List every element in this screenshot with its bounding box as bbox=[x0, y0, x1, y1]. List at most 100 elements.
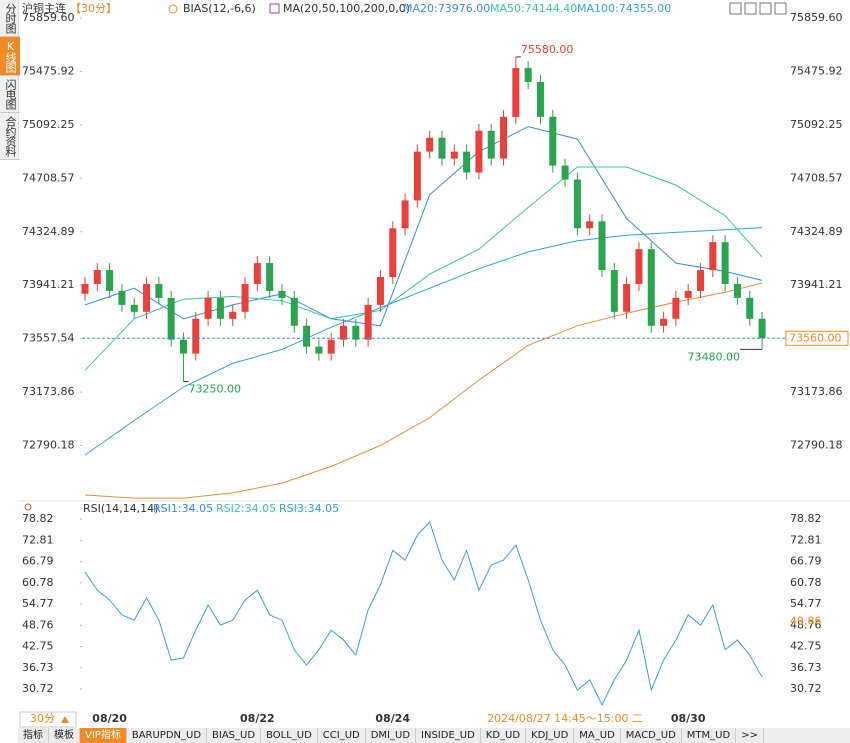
candle-body bbox=[216, 297, 224, 319]
candle-body bbox=[192, 318, 200, 354]
candle-body bbox=[746, 297, 754, 319]
indicator-tab[interactable]: DMI_UD bbox=[366, 728, 417, 743]
candle-body bbox=[389, 228, 397, 278]
candle-body bbox=[315, 346, 323, 354]
x-axis-band bbox=[18, 710, 850, 728]
ma-line bbox=[84, 282, 763, 499]
candle-body bbox=[106, 270, 114, 291]
candle-body bbox=[463, 151, 471, 173]
x-tick-label: 08/22 bbox=[240, 712, 275, 725]
candle-body bbox=[352, 325, 360, 340]
indicator-tab[interactable]: 指标 bbox=[18, 728, 49, 743]
period-selector[interactable] bbox=[19, 711, 77, 728]
candle-body bbox=[697, 270, 704, 291]
ma-line bbox=[84, 126, 763, 327]
candle-body bbox=[413, 151, 421, 201]
candle-body bbox=[81, 283, 89, 294]
y-tick-label: 60.78 bbox=[790, 576, 822, 589]
candle-body bbox=[241, 283, 249, 312]
x-tick-label: 08/20 bbox=[92, 712, 127, 725]
annotation-label: 73250.00 bbox=[188, 382, 241, 395]
candle-body bbox=[303, 325, 311, 347]
indicator: MA(20,50,100,200,0,0) bbox=[283, 2, 410, 15]
legend-entry: MA20:73976.00 bbox=[403, 2, 490, 15]
sidebar: 分时图 K线图 闪电图 合约资料 bbox=[0, 0, 20, 160]
side-tab[interactable]: 分时图 bbox=[0, 0, 20, 37]
y-tick-label: 75859.60 bbox=[790, 11, 843, 24]
y-tick-label: 75092.25 bbox=[790, 118, 843, 131]
ma-icon[interactable] bbox=[269, 3, 280, 14]
y-tick-label: 66.79 bbox=[22, 555, 54, 568]
candle-body bbox=[426, 137, 434, 152]
indicator-tab[interactable]: CCI_UD bbox=[318, 728, 366, 743]
candle-body bbox=[143, 283, 151, 312]
candle-body bbox=[500, 116, 508, 159]
indicator-tab[interactable]: MTM_UD bbox=[682, 728, 737, 743]
tool-button[interactable] bbox=[774, 2, 787, 15]
candle-body bbox=[610, 270, 618, 312]
y-tick-label: 74708.57 bbox=[790, 171, 843, 184]
candle-body bbox=[660, 318, 668, 326]
y-tick-label: 30.72 bbox=[790, 682, 822, 695]
indicator-tab[interactable]: MA_UD bbox=[574, 728, 621, 743]
candle-body bbox=[512, 68, 520, 117]
y-tick-label: 75859.60 bbox=[22, 11, 75, 24]
y-tick-label: 42.75 bbox=[22, 639, 54, 652]
last-price-box bbox=[785, 330, 849, 346]
settings-icon[interactable] bbox=[24, 503, 32, 511]
cursor-value: 49.86 bbox=[790, 614, 822, 627]
x-tick-label: 08/30 bbox=[671, 712, 706, 725]
indicator-tab[interactable]: KDJ_UD bbox=[526, 728, 575, 743]
bias-icon[interactable] bbox=[168, 4, 178, 14]
y-tick-label: 48.76 bbox=[790, 618, 822, 631]
candle-body bbox=[709, 242, 717, 271]
ma-line bbox=[84, 227, 763, 456]
y-tick-label: 75475.92 bbox=[22, 64, 75, 77]
candle-body bbox=[536, 82, 544, 117]
indicator-tab[interactable]: KD_UD bbox=[481, 728, 527, 743]
legend-entry: RSI2:34.05 bbox=[216, 502, 276, 515]
indicator-tab[interactable]: 模板 bbox=[49, 728, 80, 743]
side-tab[interactable]: 合约资料 bbox=[0, 113, 20, 160]
indicator-tab[interactable]: BOLL_UD bbox=[261, 728, 318, 743]
candle-body bbox=[340, 325, 348, 340]
tool-button[interactable] bbox=[759, 2, 772, 15]
side-tab[interactable]: 闪电图 bbox=[0, 76, 20, 113]
tool-button[interactable] bbox=[744, 2, 757, 15]
indicator-tab[interactable]: BARUPDN_UD bbox=[127, 728, 208, 743]
side-tab[interactable]: K线图 bbox=[0, 37, 20, 76]
y-tick-label: 48.76 bbox=[22, 618, 54, 631]
y-tick-label: 72790.18 bbox=[22, 439, 75, 452]
indicator-tab[interactable]: INSIDE_UD bbox=[416, 728, 481, 743]
y-tick-label: 73557.54 bbox=[22, 332, 75, 345]
y-tick-label: 72.81 bbox=[22, 533, 54, 546]
period: 【30分】 bbox=[70, 2, 117, 15]
y-tick-label: 73173.86 bbox=[22, 385, 75, 398]
candle-body bbox=[155, 283, 163, 298]
y-tick-label: 54.77 bbox=[790, 597, 822, 610]
indicator-tab[interactable]: VIP指标 bbox=[80, 728, 127, 743]
indicator-tab[interactable]: MACD_UD bbox=[621, 728, 682, 743]
candle-body bbox=[684, 290, 692, 298]
candle-body bbox=[672, 297, 680, 319]
tool-button[interactable] bbox=[729, 2, 742, 15]
y-tick-label: 73941.21 bbox=[22, 278, 75, 291]
y-tick-label: 42.75 bbox=[790, 639, 822, 652]
candle-body bbox=[364, 304, 372, 340]
period-label[interactable]: 30分 bbox=[30, 712, 55, 725]
y-tick-label: 74708.57 bbox=[22, 171, 75, 184]
ma-line bbox=[84, 166, 763, 371]
indicator-tab[interactable]: BIAS_UD bbox=[207, 728, 262, 743]
candle-body bbox=[229, 311, 237, 319]
candle-body bbox=[487, 130, 495, 159]
candle-body bbox=[167, 297, 175, 340]
y-tick-label: 36.73 bbox=[790, 661, 822, 674]
legend-entry: MA50:74144.40 bbox=[490, 2, 577, 15]
legend-entry: RSI1:34.05 bbox=[153, 502, 213, 515]
period-arrow[interactable] bbox=[61, 716, 69, 723]
indicator-tab[interactable]: >> bbox=[736, 728, 764, 743]
cursor-time: 2024/08/27 14:45～15:00 二 bbox=[487, 712, 643, 725]
candle-body bbox=[721, 242, 729, 284]
